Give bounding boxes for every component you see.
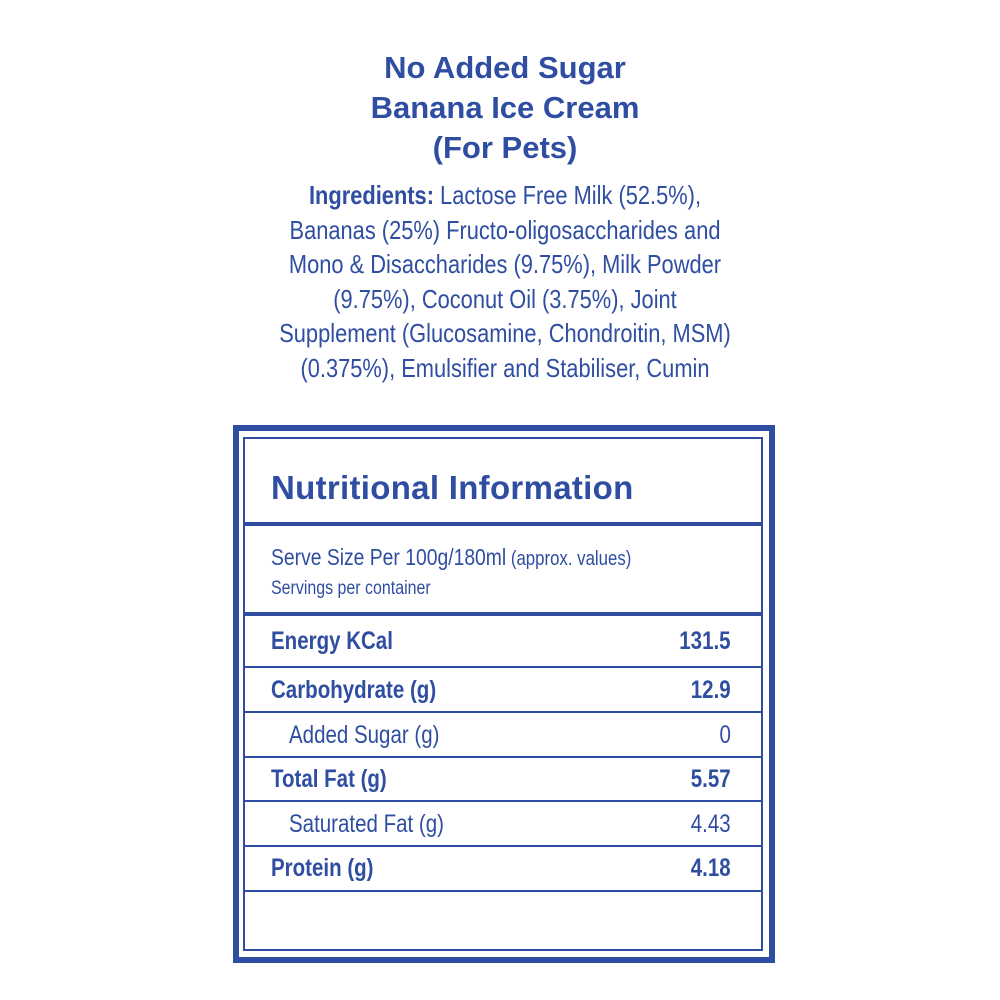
title-line: Banana Ice Cream: [370, 90, 640, 125]
product-title: No Added Sugar Banana Ice Cream (For Pet…: [0, 48, 1000, 168]
ingredients-text: Ingredients: Lactose Free Milk (52.5%), …: [0, 178, 1000, 385]
nutrient-row-carbohydrate: Carbohydrate (g) 12.9: [245, 668, 761, 713]
approx-note: (approx. values): [506, 548, 632, 570]
ingredients-line: Supplement (Glucosamine, Chondroitin, MS…: [279, 318, 731, 348]
nutrient-label: Protein (g): [271, 854, 374, 882]
nutrient-value: 131.5: [679, 627, 731, 655]
ingredients-line: (0.375%), Emulsifier and Stabiliser, Cum…: [300, 352, 710, 383]
nutrient-row-energy: Energy KCal 131.5: [245, 616, 761, 668]
nutrient-row-total-fat: Total Fat (g) 5.57: [245, 758, 761, 802]
ingredients-line: Mono & Disaccharides (9.75%), Milk Powde…: [288, 249, 722, 279]
nutrient-row-saturated-fat: Saturated Fat (g) 4.43: [245, 802, 761, 847]
ingredients-label: Ingredients:: [308, 180, 434, 210]
nutrition-heading: Nutritional Information: [271, 469, 634, 506]
title-line: No Added Sugar: [384, 50, 626, 85]
servings-per-container: Servings per container: [271, 578, 431, 599]
nutrient-row-added-sugar: Added Sugar (g) 0: [245, 713, 761, 758]
nutrient-row-protein: Protein (g) 4.18: [245, 847, 761, 892]
ingredients-line: Ingredients: Lactose Free Milk (52.5%),: [81, 178, 929, 213]
ingredients-text-part: Lactose Free Milk (52.5%),: [433, 180, 702, 210]
nutrient-value: 4.43: [691, 810, 731, 838]
ingredients-line: Bananas (25%) Fructo-oligosaccharides an…: [289, 214, 721, 245]
serve-size-text: Serve Size Per 100g/180ml: [271, 544, 507, 570]
nutrient-value: 12.9: [691, 676, 731, 704]
nutrient-label: Saturated Fat (g): [289, 810, 444, 838]
nutrition-header: Nutritional Information: [245, 439, 761, 526]
nutrition-panel-outer-border: [233, 425, 775, 963]
serve-size-section: Serve Size Per 100g/180ml (approx. value…: [245, 526, 761, 616]
nutrient-label: Energy KCal: [271, 627, 393, 655]
nutrient-value: 0: [719, 721, 731, 749]
serve-size: Serve Size Per 100g/180ml (approx. value…: [271, 544, 631, 571]
nutrient-label: Carbohydrate (g): [271, 676, 437, 704]
ingredients-line: (9.75%), Coconut Oil (3.75%), Joint: [333, 283, 677, 314]
nutrient-value: 5.57: [691, 765, 731, 793]
title-line: (For Pets): [432, 130, 578, 165]
nutrient-label: Added Sugar (g): [289, 721, 440, 749]
nutrient-label: Total Fat (g): [271, 765, 387, 793]
nutrition-table: Nutritional Information Serve Size Per 1…: [243, 437, 763, 951]
nutrient-value: 4.18: [691, 854, 731, 882]
